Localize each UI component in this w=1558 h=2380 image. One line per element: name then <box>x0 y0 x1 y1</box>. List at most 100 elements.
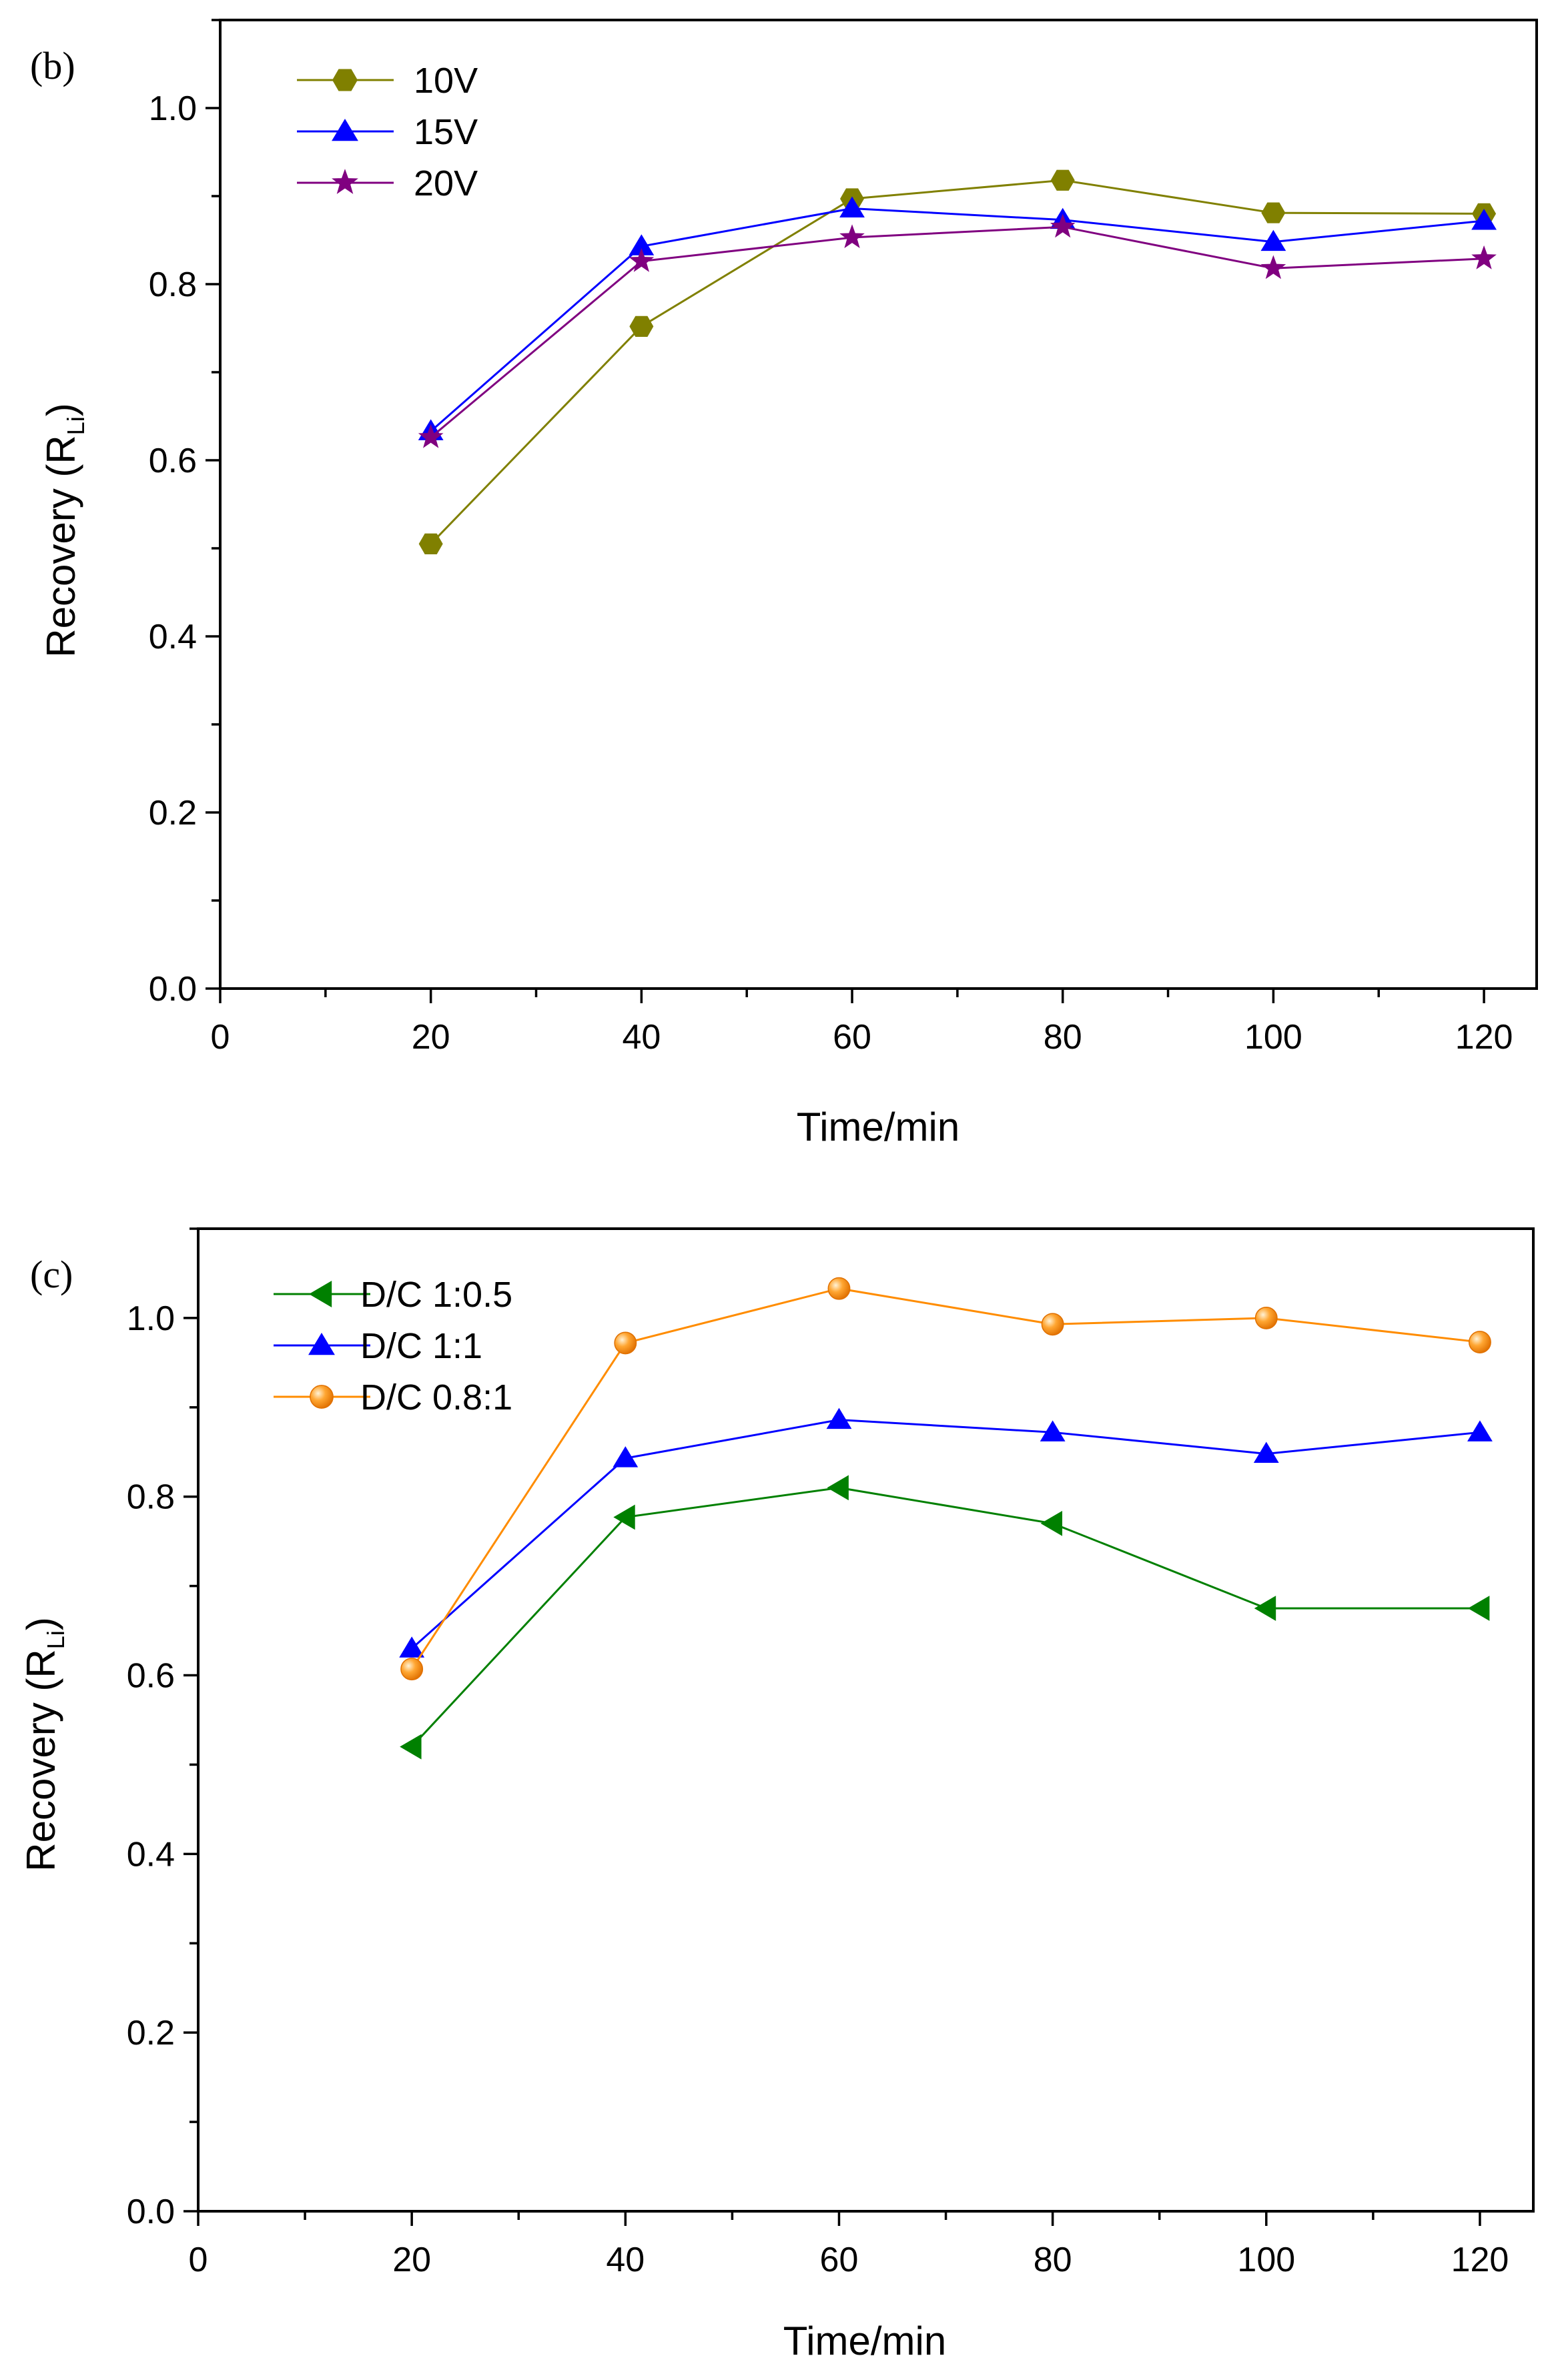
series-10v <box>418 169 1497 554</box>
data-point <box>839 224 865 249</box>
data-point <box>1467 1596 1490 1622</box>
x-tick-label: 100 <box>1237 2241 1295 2279</box>
data-point <box>614 1331 637 1355</box>
legend: D/C 1:0.5 D/C 1:1 D/C 0.8:1 <box>274 1275 512 1417</box>
x-tick-label: 80 <box>1034 2241 1072 2279</box>
data-point <box>629 316 654 337</box>
y-tick-label: 0.8 <box>127 1478 175 1517</box>
data-point <box>1254 1306 1278 1329</box>
data-point <box>1471 245 1497 269</box>
series-20v <box>418 213 1497 448</box>
legend-item: D/C 0.8:1 <box>274 1377 512 1417</box>
data-point <box>1261 202 1286 223</box>
x-tick-labels: 0 20 40 60 80 100 120 <box>211 1018 1513 1057</box>
x-tick-label: 0 <box>211 1018 230 1057</box>
y-axis-title-sub: Li <box>62 416 89 435</box>
x-tick-label: 80 <box>1044 1018 1082 1057</box>
panel-label: (b) <box>30 44 75 87</box>
data-point <box>399 1636 425 1658</box>
legend-item: 10V <box>297 61 478 101</box>
legend-item: D/C 1:1 <box>274 1326 482 1366</box>
y-tick-label: 1.0 <box>127 1299 175 1338</box>
data-point <box>1471 208 1497 230</box>
plot-frame <box>219 19 1538 990</box>
y-tick-label: 0.2 <box>149 794 197 832</box>
y-tick-label: 0.6 <box>149 442 197 480</box>
data-point <box>1260 229 1286 251</box>
data-point <box>418 424 444 448</box>
series-line <box>411 1419 1481 1650</box>
legend-label: 10V <box>414 61 478 101</box>
legend-label: 15V <box>414 112 478 152</box>
legend-marker <box>332 119 358 141</box>
data-point <box>826 1407 852 1429</box>
series-d-c-1-1 <box>399 1407 1493 1658</box>
legend-item: 20V <box>297 163 478 203</box>
plot-frame <box>197 1227 1535 2213</box>
data-point <box>1041 1313 1064 1336</box>
y-tick-label: 0.0 <box>127 2193 175 2231</box>
axis-ticks <box>183 1227 1481 2226</box>
x-tick-label: 100 <box>1244 1018 1302 1057</box>
data-point <box>400 1734 422 1760</box>
data-point <box>629 247 655 272</box>
x-tick-labels: 0 20 40 60 80 100 120 <box>189 2241 1509 2279</box>
legend-marker <box>310 1385 334 1409</box>
y-tick-labels: 0.0 0.2 0.4 0.6 0.8 1.0 <box>149 89 197 1009</box>
y-axis-title: Recovery (RLi) <box>39 403 89 657</box>
data-point <box>1040 1420 1066 1441</box>
x-tick-label: 60 <box>833 1018 871 1057</box>
legend-marker <box>332 169 358 194</box>
legend-marker <box>308 1333 335 1355</box>
data-point <box>418 533 443 554</box>
x-tick-label: 60 <box>820 2241 859 2279</box>
series-line <box>411 1486 1480 1748</box>
data-point <box>1260 255 1286 279</box>
data-point <box>613 1446 639 1467</box>
axis-ticks <box>206 19 1485 1003</box>
data-point <box>827 1277 851 1300</box>
data-point <box>839 196 865 217</box>
x-tick-label: 0 <box>189 2241 208 2279</box>
series-line <box>410 1287 1481 1670</box>
data-point <box>1253 1441 1279 1463</box>
x-tick-label: 40 <box>622 1018 661 1057</box>
legend-item: D/C 1:0.5 <box>274 1275 512 1315</box>
series-line <box>430 207 1485 432</box>
x-tick-label: 40 <box>606 2241 645 2279</box>
y-tick-label: 1.0 <box>149 89 197 128</box>
chart-panel-c: 0 20 40 60 80 100 120 0.0 0.2 0.4 0.6 0.8 1.0 Time/… <box>19 1227 1535 2363</box>
x-tick-label: 20 <box>392 2241 431 2279</box>
legend-label: 20V <box>414 163 478 203</box>
legend-marker <box>309 1281 332 1307</box>
y-axis-title-close: ) <box>39 403 83 416</box>
series-layer <box>399 1277 1493 1760</box>
data-point <box>400 1658 424 1681</box>
y-tick-label: 0.4 <box>127 1835 175 1874</box>
data-point <box>1050 169 1075 191</box>
y-tick-label: 0.0 <box>149 970 197 1009</box>
x-tick-label: 20 <box>412 1018 450 1057</box>
series-d-c-1-0-5 <box>400 1475 1490 1760</box>
y-axis-title-close: ) <box>19 1617 63 1630</box>
data-point <box>1254 1596 1276 1622</box>
chart-panel-b: 0 20 40 60 80 100 120 0.0 0.2 0.4 0.6 0.8 1.0 Time/… <box>30 19 1538 1149</box>
x-axis-title: Time/min <box>783 2319 946 2363</box>
data-point <box>1469 1331 1491 1354</box>
panel-label: (c) <box>30 1253 73 1296</box>
data-point <box>1050 213 1076 238</box>
y-tick-labels: 0.0 0.2 0.4 0.6 0.8 1.0 <box>127 1299 175 2231</box>
legend-item: 15V <box>297 112 478 152</box>
data-point <box>1467 1420 1493 1441</box>
series-layer <box>418 169 1497 554</box>
series-line <box>430 179 1485 545</box>
x-tick-label: 120 <box>1451 2241 1509 2279</box>
y-axis-title-main: Recovery (R <box>19 1649 63 1871</box>
legend-label: D/C 0.8:1 <box>360 1377 512 1417</box>
data-point <box>613 1504 635 1530</box>
x-tick-label: 120 <box>1455 1018 1513 1057</box>
legend-label: D/C 1:1 <box>360 1326 482 1366</box>
data-point <box>827 1475 849 1501</box>
y-tick-label: 0.8 <box>149 265 197 304</box>
series-line <box>430 225 1485 438</box>
